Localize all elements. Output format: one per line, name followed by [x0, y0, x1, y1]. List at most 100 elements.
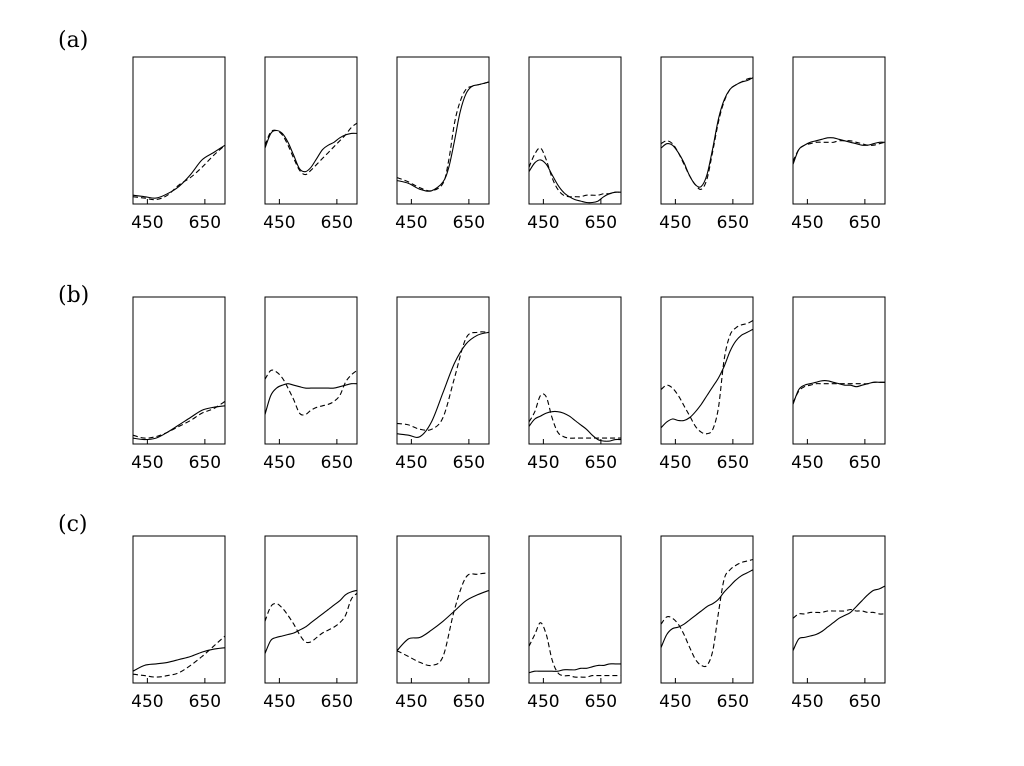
- series-dashed-line: [660, 320, 754, 435]
- series-dashed-line: [132, 400, 226, 439]
- x-tick-label: 450: [659, 213, 691, 233]
- x-tick-label: 450: [791, 213, 823, 233]
- x-tick-label: 650: [189, 453, 221, 473]
- panel: 450 650: [527, 535, 622, 712]
- x-tick-label: 450: [395, 692, 427, 712]
- series-dashed-line: [660, 77, 754, 191]
- panel-frame: [264, 535, 358, 684]
- panel-frame: [528, 535, 622, 684]
- series-solid-line: [660, 569, 754, 648]
- panel-frame: [660, 535, 754, 684]
- x-tick-label: 650: [585, 213, 617, 233]
- x-tick-label: 450: [659, 453, 691, 473]
- x-tick-label: 450: [395, 213, 427, 233]
- panel: 450 650: [395, 56, 490, 233]
- x-tick-label: 450: [791, 453, 823, 473]
- x-tick-label: 650: [321, 453, 353, 473]
- series-solid-line: [528, 410, 622, 442]
- panel: 450 650: [263, 296, 358, 473]
- x-tick-label: 450: [791, 692, 823, 712]
- panel-frame: [396, 56, 490, 205]
- x-tick-label: 650: [585, 692, 617, 712]
- series-solid-line: [132, 405, 226, 441]
- series-dashed-line: [528, 147, 622, 198]
- series-solid-line: [792, 585, 886, 651]
- x-tick-label: 650: [849, 692, 881, 712]
- panel: 450 650: [263, 56, 358, 233]
- panel: 450 650: [527, 56, 622, 233]
- panel-frame: [396, 296, 490, 445]
- x-tick-label: 450: [131, 213, 163, 233]
- series-solid-line: [660, 77, 754, 188]
- row-label: (c): [58, 512, 88, 537]
- x-tick-label: 450: [263, 453, 295, 473]
- series-dashed-line: [660, 558, 754, 668]
- series-solid-line: [264, 589, 358, 654]
- panel: 450 650: [395, 296, 490, 473]
- series-solid-line: [792, 137, 886, 165]
- x-tick-label: 650: [717, 453, 749, 473]
- panel-frame: [132, 296, 226, 445]
- panel: 450 650: [131, 56, 226, 233]
- panel-frame: [132, 535, 226, 684]
- x-tick-label: 650: [453, 453, 485, 473]
- x-tick-label: 450: [131, 453, 163, 473]
- panel: 450 650: [791, 56, 886, 233]
- series-solid-line: [792, 380, 885, 405]
- panel: 450 650: [791, 535, 886, 712]
- x-tick-label: 650: [189, 213, 221, 233]
- x-tick-label: 650: [189, 692, 221, 712]
- series-solid-line: [396, 81, 490, 192]
- panel-frame: [660, 296, 754, 445]
- series-solid-line: [396, 589, 490, 652]
- panel-frame: [264, 56, 358, 205]
- series-dashed-line: [264, 592, 358, 644]
- panel: 450 650: [131, 535, 226, 712]
- x-tick-label: 650: [717, 213, 749, 233]
- series-dashed-line: [528, 622, 621, 678]
- series-solid-line: [264, 129, 358, 173]
- panel: 450 650: [791, 296, 886, 473]
- x-tick-label: 650: [717, 692, 749, 712]
- panel: 450 650: [263, 535, 358, 712]
- panel-frame: [792, 296, 886, 445]
- x-tick-label: 650: [453, 213, 485, 233]
- x-tick-label: 450: [263, 213, 295, 233]
- panel-frame: [792, 56, 886, 205]
- series-dashed-line: [264, 122, 358, 176]
- x-tick-label: 450: [131, 692, 163, 712]
- x-tick-label: 450: [263, 692, 295, 712]
- series-dashed-line: [528, 393, 622, 439]
- panel: 450 650: [659, 56, 754, 233]
- panel: 450 650: [527, 296, 622, 473]
- row-label: (b): [58, 283, 89, 308]
- x-tick-label: 650: [849, 213, 881, 233]
- series-dashed-line: [792, 140, 886, 162]
- series-solid-line: [528, 663, 622, 674]
- x-tick-label: 650: [321, 692, 353, 712]
- x-tick-label: 650: [321, 213, 353, 233]
- series-dashed-line: [396, 81, 490, 192]
- row-3: (c) 450 650 450 650 450 650 450 650 450 650 450 650: [58, 512, 886, 712]
- series-solid-line: [528, 159, 622, 204]
- panel-frame: [792, 535, 886, 684]
- x-tick-label: 650: [453, 692, 485, 712]
- panel-frame: [528, 296, 622, 445]
- x-tick-label: 650: [585, 453, 617, 473]
- x-tick-label: 450: [527, 213, 559, 233]
- x-tick-label: 450: [527, 692, 559, 712]
- row-label: (a): [58, 28, 88, 53]
- series-dashed-line: [132, 635, 226, 678]
- panel: 450 650: [659, 296, 754, 473]
- series-dashed-line: [792, 608, 886, 619]
- panel: 450 650: [131, 296, 226, 473]
- x-tick-label: 450: [659, 692, 691, 712]
- panel-frame: [132, 56, 226, 205]
- series-dashed-line: [132, 144, 226, 201]
- series-solid-line: [132, 144, 226, 199]
- series-solid-line: [264, 383, 358, 415]
- row-2: (b) 450 650 450 650 450 650 450 650 450 650 450 650: [58, 283, 886, 473]
- panel-frame: [264, 296, 358, 445]
- panel-frame: [660, 56, 754, 205]
